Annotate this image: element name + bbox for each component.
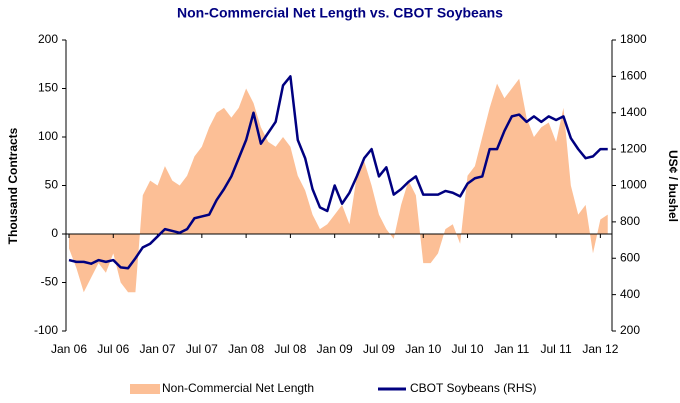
y2-tick-label: 800 [620, 214, 640, 228]
y2-tick-label: 200 [620, 323, 640, 337]
x-tick-label: Jan 06 [51, 342, 87, 356]
y2-tick-label: 1200 [620, 141, 647, 155]
x-tick-label: Jan 09 [317, 342, 353, 356]
y2-tick-label: 1600 [620, 69, 647, 83]
x-tick-label: Jul 11 [541, 342, 572, 356]
x-tick-label: Jan 12 [582, 342, 618, 356]
chart-title: Non-Commercial Net Length vs. CBOT Soybe… [177, 5, 503, 21]
y-tick-label: 150 [38, 81, 58, 95]
legend-label: Non-Commercial Net Length [162, 381, 314, 395]
y2-tick-label: 1800 [620, 32, 647, 46]
x-tick-label: Jan 08 [228, 342, 264, 356]
y2-tick-label: 1000 [620, 178, 647, 192]
x-tick-label: Jul 07 [186, 342, 218, 356]
y-tick-label: -50 [41, 275, 59, 289]
x-tick-label: Jan 11 [494, 342, 529, 356]
y-axis-label: Thousand Contracts [6, 127, 20, 244]
y2-tick-label: 400 [620, 287, 640, 301]
legend-label: CBOT Soybeans (RHS) [410, 381, 537, 395]
y-tick-label: 0 [51, 226, 58, 240]
y2-tick-label: 1400 [620, 105, 647, 119]
legend-swatch [130, 384, 160, 394]
x-tick-label: Jul 09 [363, 342, 395, 356]
x-tick-label: Jan 10 [405, 342, 441, 356]
y-tick-label: -100 [34, 323, 58, 337]
x-tick-label: Jan 07 [140, 342, 176, 356]
y-tick-label: 50 [45, 178, 59, 192]
line [68, 75, 608, 270]
y-tick-label: 100 [38, 129, 58, 143]
y2-tick-label: 600 [620, 250, 640, 264]
area [69, 78, 608, 293]
x-tick-label: Jul 06 [97, 342, 129, 356]
y2-axis-label: US¢ / bushel [666, 150, 680, 222]
x-tick-label: Jul 08 [274, 342, 306, 356]
x-tick-label: Jul 10 [452, 342, 484, 356]
y-tick-label: 200 [38, 32, 58, 46]
